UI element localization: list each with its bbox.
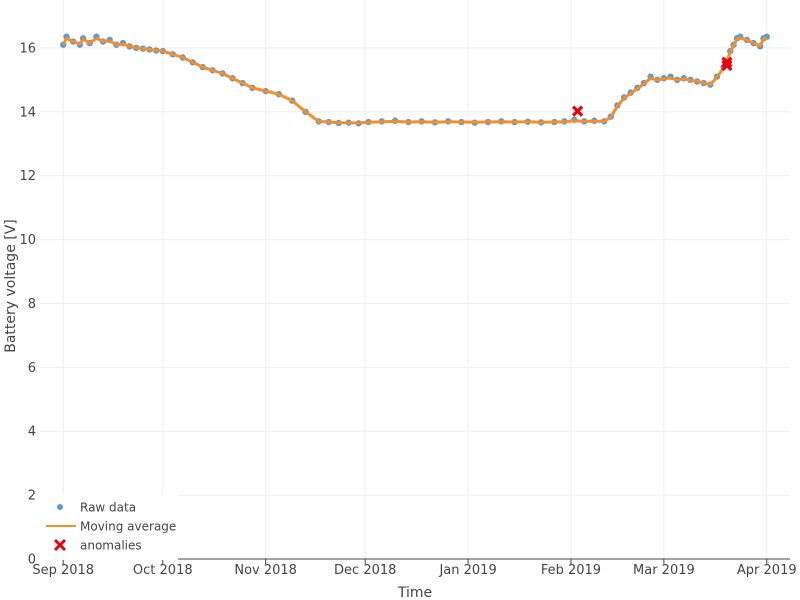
y-tick-label: 16 [19, 41, 36, 56]
y-tick-label: 10 [19, 233, 36, 248]
y-tick-label: 4 [28, 425, 36, 440]
legend[interactable]: Raw data Moving average anomalies [40, 494, 178, 560]
legend-anomalies-marker [53, 538, 67, 552]
legend-raw-data-label[interactable]: Raw data [80, 501, 136, 515]
anomaly-marker [571, 105, 584, 117]
anomaly-marker [721, 59, 733, 72]
x-tick-label: Feb 2019 [541, 563, 601, 578]
legend-raw-data-marker [57, 504, 63, 510]
x-axis-title: Time [397, 585, 432, 600]
x-tick-label: Jan 2019 [438, 563, 496, 578]
y-tick-label: 14 [19, 105, 36, 120]
moving-average-line [61, 36, 768, 125]
legend-anomalies-label[interactable]: anomalies [80, 539, 142, 553]
y-tick-label: 2 [28, 489, 36, 504]
x-tick-label: Oct 2018 [133, 563, 193, 578]
legend-moving-average-label[interactable]: Moving average [80, 520, 176, 534]
anomaly-marker [721, 56, 733, 68]
x-tick-label: Nov 2018 [234, 563, 297, 578]
x-tick-label: Sep 2018 [32, 563, 94, 578]
anomaly-layer [571, 56, 733, 117]
y-axis-title: Battery voltage [V] [3, 219, 19, 353]
x-tick-label: Mar 2019 [633, 563, 695, 578]
series-layer [60, 33, 770, 127]
y-tick-label: 6 [28, 361, 36, 376]
x-tick-label: Dec 2018 [334, 563, 396, 578]
y-tick-label: 12 [19, 169, 36, 184]
y-tick-label: 0 [28, 553, 36, 568]
y-tick-label: 8 [28, 297, 36, 312]
x-tick-label: Apr 2019 [737, 563, 797, 578]
grid-layer [40, 0, 790, 559]
